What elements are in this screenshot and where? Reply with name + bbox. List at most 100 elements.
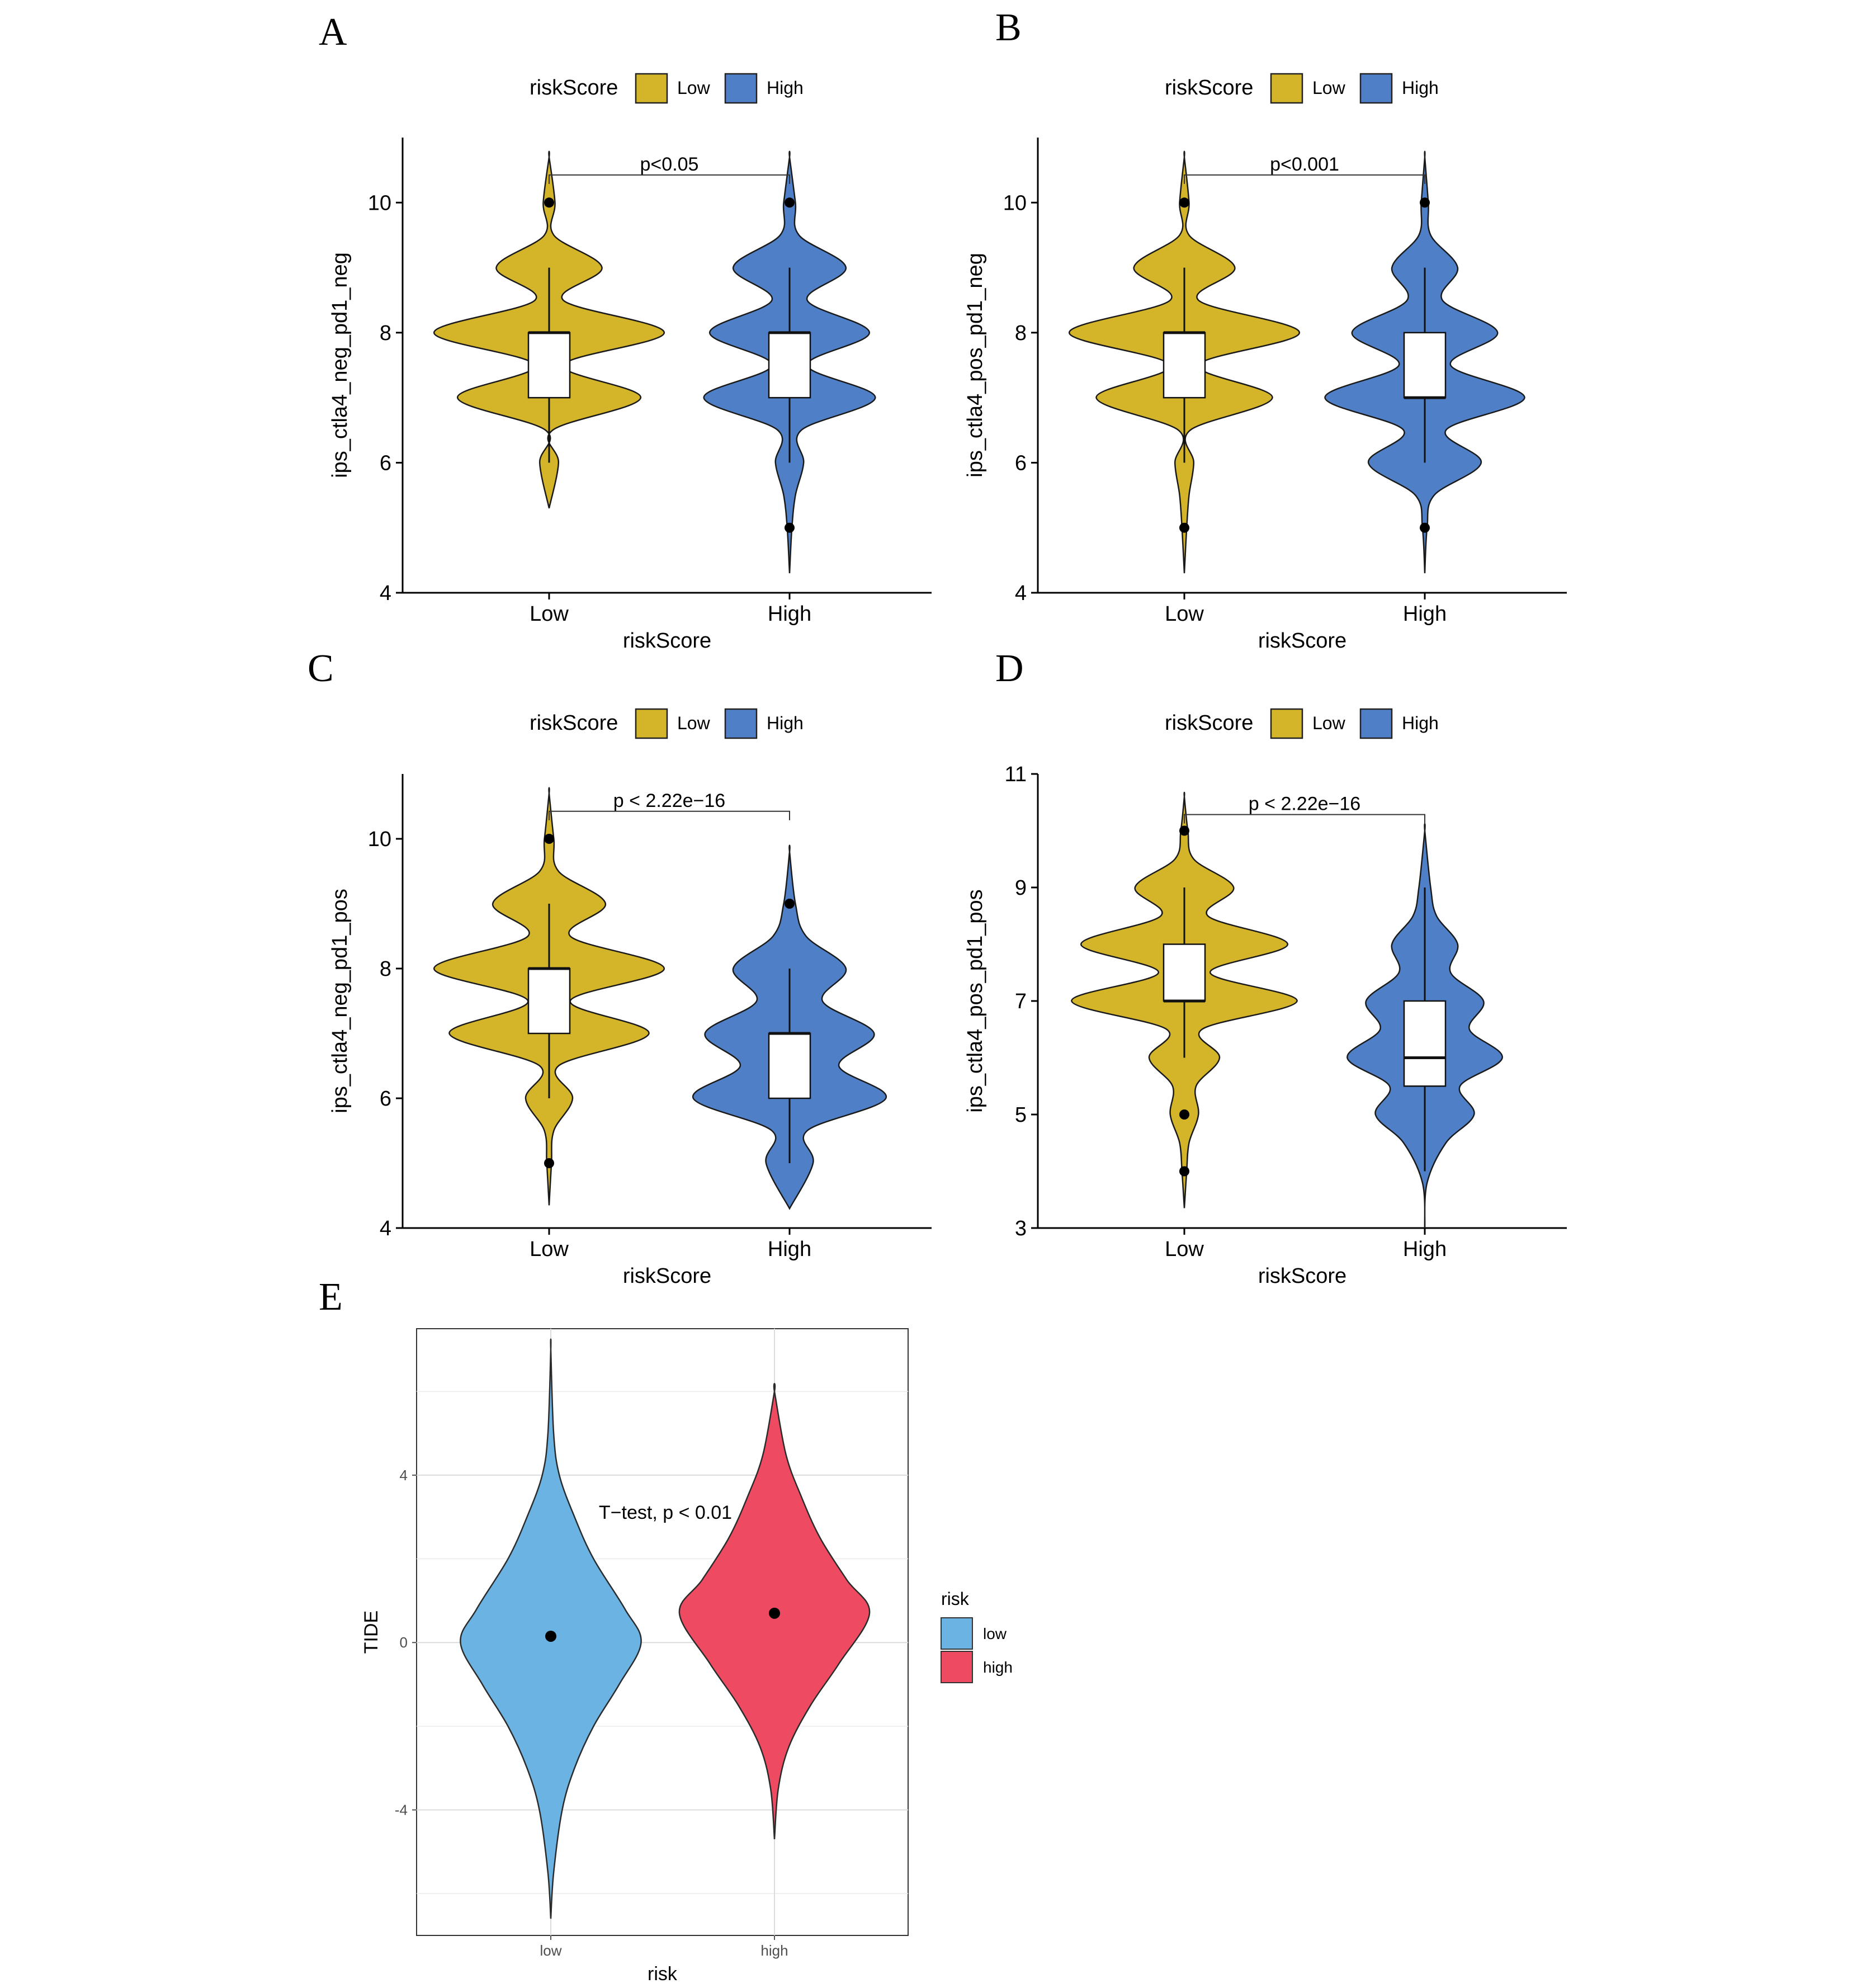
x-tick-label-high: High [768, 602, 811, 626]
legend-label-low: Low [1312, 713, 1346, 733]
series-high [678, 1382, 871, 1839]
mean-point [769, 1607, 780, 1619]
outlier-point [785, 522, 795, 533]
legend-key-high [724, 708, 758, 739]
legend-key-low [635, 708, 668, 739]
box [527, 967, 571, 1035]
legend-title: riskScore [1165, 711, 1253, 735]
legend-label-low: Low [1312, 78, 1346, 98]
bracket-line [1184, 814, 1425, 824]
legend-label-high: high [983, 1659, 1013, 1676]
series-low [1068, 150, 1301, 574]
x-tick-label-low: low [540, 1942, 561, 1959]
y-axis-title: TIDE [361, 1611, 382, 1654]
outlier-point [1179, 522, 1189, 533]
legend-key-high [1359, 708, 1393, 739]
y-tick-label: -4 [395, 1802, 408, 1819]
legend-label-low: low [983, 1625, 1007, 1642]
legend-label-low: Low [677, 78, 711, 98]
pvalue-label: p<0.001 [1270, 154, 1339, 175]
y-tick-label: 4 [400, 1467, 408, 1484]
series-high [703, 150, 876, 574]
legend: riskScore Low High [1165, 708, 1439, 739]
outlier-point [544, 1158, 554, 1168]
y-tick-label: 8 [1015, 322, 1027, 345]
box [1403, 332, 1447, 399]
x-tick-label-high: High [768, 1238, 811, 1261]
outlier-point [1179, 1109, 1189, 1120]
pvalue-bracket: p<0.05 [549, 154, 790, 184]
x-axis-title: riskScore [1258, 629, 1346, 653]
y-tick-label: 3 [1015, 1217, 1027, 1240]
legend-key-low [635, 73, 668, 104]
x-axis-title: riskScore [1258, 1264, 1346, 1288]
x-tick-label-high: High [1403, 1238, 1447, 1261]
y-axis-title: ips_ctla4_neg_pd1_neg [328, 252, 352, 478]
legend-label-high: High [1402, 78, 1439, 98]
x-axis-title: riskScore [623, 1264, 711, 1288]
y-tick-label: 8 [380, 957, 391, 981]
series-low [433, 150, 665, 509]
box [768, 332, 811, 399]
legend: riskScore Low High [1165, 73, 1439, 104]
legend: riskScore Low High [530, 73, 804, 104]
y-tick-label: 4 [380, 582, 391, 605]
series-high [1324, 150, 1525, 574]
y-tick-label: 8 [380, 322, 391, 345]
legend-key-low [1270, 73, 1303, 104]
panel-letter: B [995, 6, 1022, 49]
x-tick-label-high: High [1403, 602, 1447, 626]
pvalue-bracket: p<0.001 [1184, 154, 1425, 184]
outlier-point [1179, 825, 1189, 836]
outlier-point [1179, 1166, 1189, 1177]
y-axis-title: ips_ctla4_neg_pd1_pos [328, 889, 352, 1113]
pvalue-label: p < 2.22e−16 [613, 790, 725, 811]
legend-label-low: Low [677, 713, 711, 733]
legend-key-low [941, 1617, 973, 1650]
outlier-point [785, 197, 795, 208]
outlier-point [1179, 197, 1189, 208]
legend-label-high: High [1402, 713, 1439, 733]
y-tick-label: 7 [1015, 990, 1027, 1013]
x-axis-title: riskScore [623, 629, 711, 653]
box [768, 1032, 811, 1099]
y-tick-label: 10 [368, 828, 391, 851]
series-low [433, 787, 665, 1206]
y-tick-label: 9 [1015, 876, 1027, 900]
legend-key-low [1270, 708, 1303, 739]
series-high [1346, 823, 1503, 1229]
bracket-line [1184, 174, 1425, 184]
outlier-point [1420, 522, 1430, 533]
bracket-line [549, 174, 790, 184]
box [1403, 1000, 1447, 1087]
legend-title: riskScore [1165, 76, 1253, 100]
legend-title: risk [941, 1589, 970, 1609]
panel-e: E -4 0 4 low high risk TIDE T−test, p < 0.01 risk… [319, 1276, 1013, 1985]
legend: riskScore Low High [530, 708, 804, 739]
legend-title: riskScore [530, 76, 618, 100]
panel-letter: D [995, 647, 1024, 690]
y-tick-label: 6 [380, 1087, 391, 1111]
legend-key-high [941, 1651, 973, 1683]
pvalue-label: p < 2.22e−16 [1249, 794, 1360, 815]
series-high [692, 844, 887, 1210]
x-axis-title: risk [648, 1963, 678, 1985]
y-tick-label: 5 [1015, 1103, 1027, 1127]
y-tick-label: 11 [1005, 763, 1027, 786]
violin [460, 1338, 642, 1919]
y-axis-title: ips_ctla4_pos_pd1_neg [963, 253, 987, 477]
bracket-line [549, 810, 790, 820]
pvalue-label: p<0.05 [640, 154, 699, 175]
box [527, 332, 571, 399]
legend-label-high: High [767, 78, 804, 98]
pvalue-bracket: p < 2.22e−16 [1184, 794, 1425, 824]
panel-letter: C [308, 647, 334, 690]
y-axis-title: ips_ctla4_pos_pd1_pos [963, 889, 987, 1112]
legend-key-high [1359, 73, 1393, 104]
legend-key-high [724, 73, 758, 104]
y-tick-label: 4 [1015, 582, 1027, 605]
y-tick-label: 10 [1003, 191, 1027, 215]
